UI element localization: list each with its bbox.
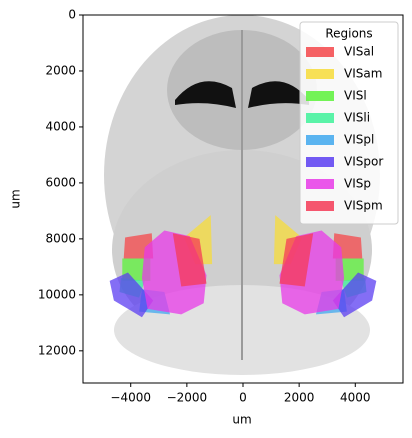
legend-label: VISam (344, 67, 382, 81)
legend-swatch (306, 91, 334, 101)
legend-swatch (306, 135, 334, 145)
x-tick-label: 0 (239, 391, 247, 405)
y-tick-label: 2000 (45, 63, 76, 77)
x-tick-label: 2000 (284, 391, 315, 405)
x-tick-label: −4000 (110, 391, 151, 405)
legend-label: VISp (344, 177, 371, 191)
legend-swatch (306, 201, 334, 211)
x-tick-label: 4000 (340, 391, 371, 405)
region (172, 233, 314, 287)
legend-swatch (306, 69, 334, 79)
x-axis-label: um (232, 413, 251, 427)
y-tick-label: 6000 (45, 175, 76, 189)
legend-label: VISpl (344, 133, 374, 147)
y-tick-label: 10000 (38, 287, 76, 301)
legend: Regions VISal VISam VISl VISli VISpl VISpor VIS… (299, 21, 399, 225)
legend-label: VISl (344, 89, 367, 103)
y-tick-label: 12000 (38, 343, 76, 357)
y-tick-label: 0 (68, 8, 76, 22)
legend-swatch (306, 179, 334, 189)
legend-label: VISpm (344, 199, 383, 213)
legend-title: Regions (325, 27, 372, 41)
legend-label: VISpor (344, 155, 383, 169)
legend-label: VISli (344, 111, 370, 125)
y-tick-label: 4000 (45, 119, 76, 133)
legend-swatch (306, 157, 334, 167)
x-tick-label: −2000 (167, 391, 208, 405)
legend-swatch (306, 113, 334, 123)
y-axis-label: um (9, 189, 23, 208)
region (109, 272, 377, 318)
y-tick-label: 8000 (45, 231, 76, 245)
legend-swatch (306, 47, 334, 57)
legend-label: VISal (344, 45, 374, 59)
